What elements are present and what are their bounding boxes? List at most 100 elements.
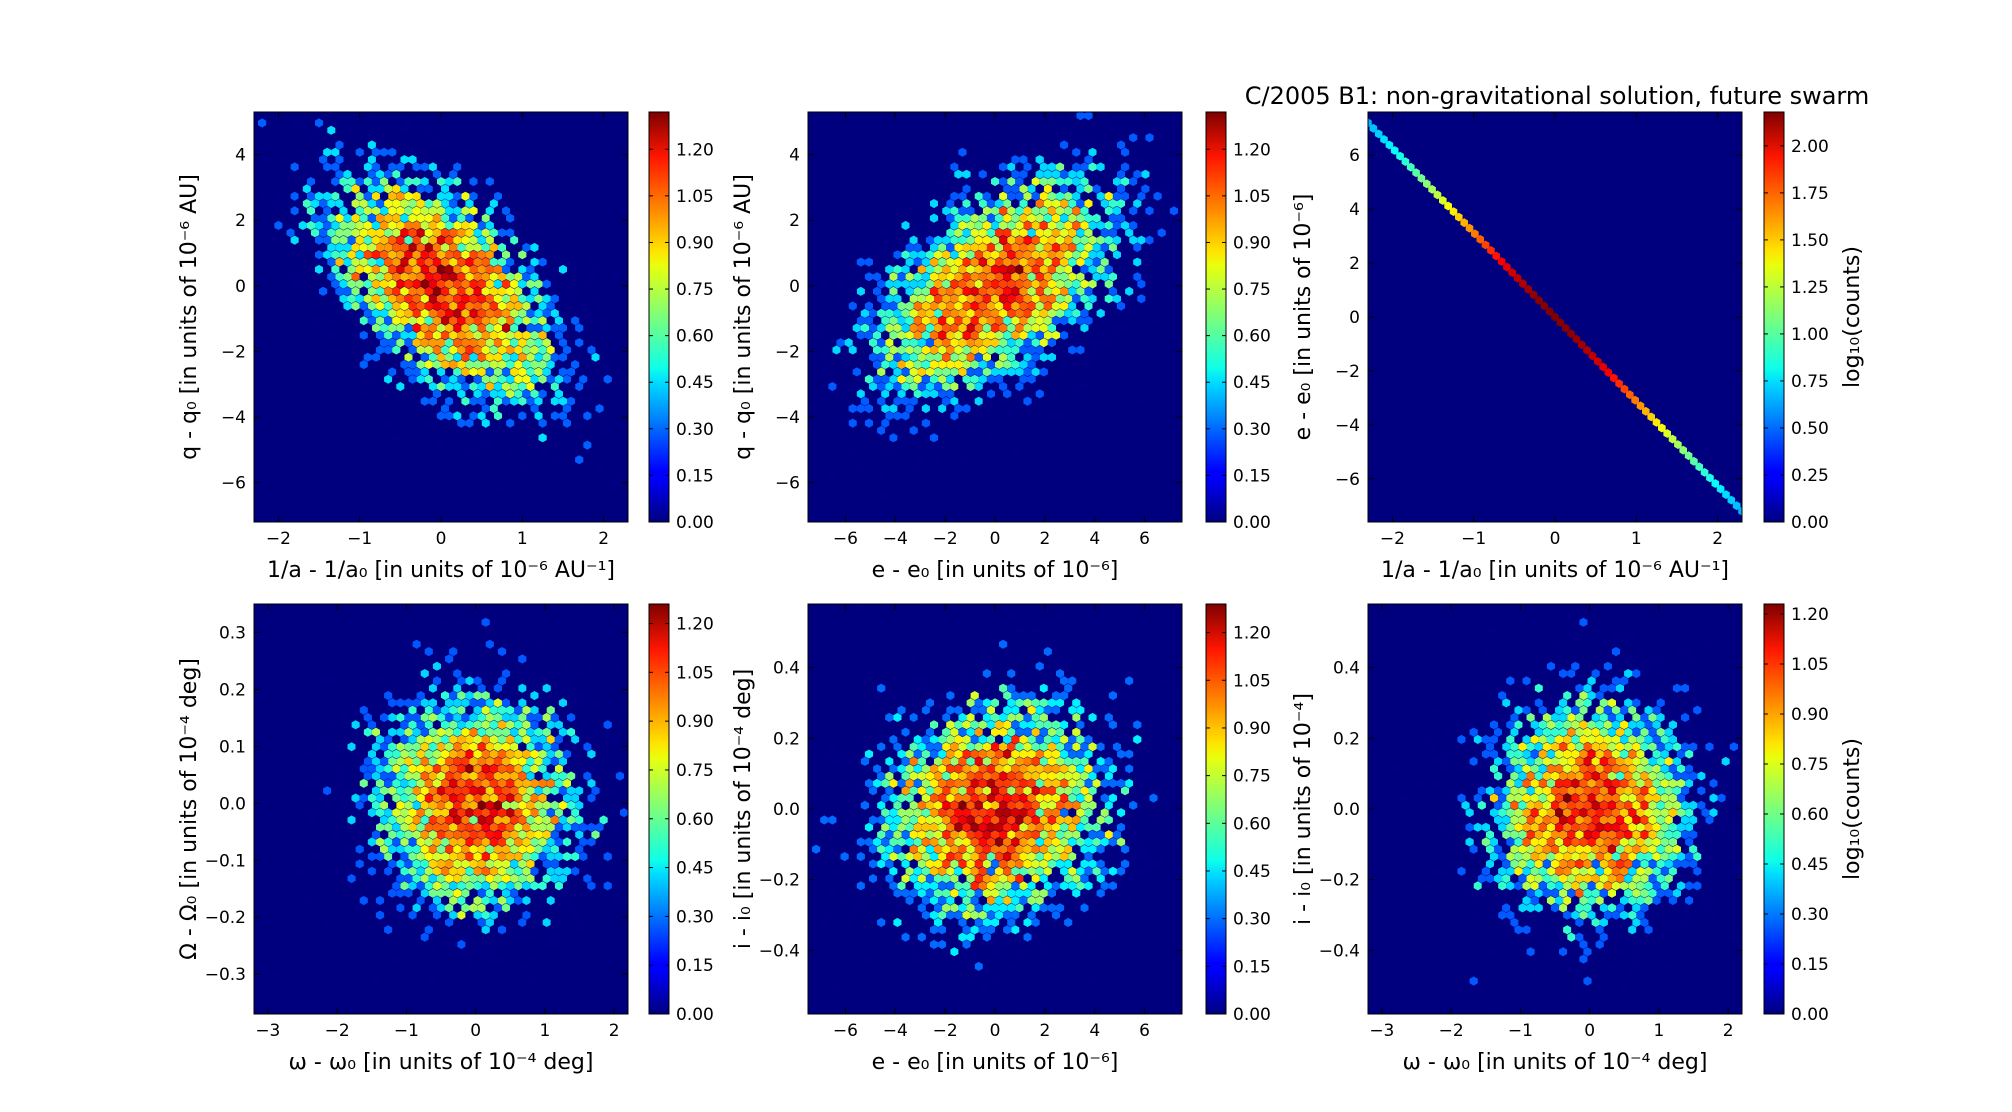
hexbin-cell xyxy=(1064,859,1073,869)
hexbin-cell xyxy=(384,272,393,282)
hexbin-cell xyxy=(1011,910,1020,920)
hexbin-cell xyxy=(1031,191,1040,201)
hexbin-cell xyxy=(1157,676,1166,686)
hexbin-cell xyxy=(489,720,498,730)
hexbin-cell xyxy=(518,903,527,913)
hexbin-cell xyxy=(995,228,1004,238)
hexbin-cell xyxy=(530,734,539,744)
hexbin-cell xyxy=(302,184,311,194)
hexbin-cell xyxy=(319,169,328,179)
hexbin-cell xyxy=(970,330,979,340)
hexbin-cell xyxy=(917,874,926,884)
hexbin-cell xyxy=(530,778,539,788)
hexbin-cell xyxy=(457,808,466,818)
hexbin-cell xyxy=(909,771,918,781)
hexbin-cell xyxy=(1591,800,1600,810)
hexbin-cell xyxy=(999,279,1008,289)
hexbin-cell xyxy=(375,778,385,788)
hexbin-cell xyxy=(946,764,955,774)
hexbin-cell xyxy=(579,822,588,832)
hexbin-cell xyxy=(800,375,808,384)
hexbin-cell xyxy=(966,727,975,737)
hexbin-cell xyxy=(978,866,987,876)
hexbin-cell xyxy=(562,896,572,906)
hexbin-cell xyxy=(371,323,380,333)
hexbin-cell xyxy=(274,191,283,201)
hexbin-cell xyxy=(1579,749,1588,759)
x-axis-label: 1/a - 1/a₀ [in units of 10⁻⁶ AU⁻¹] xyxy=(267,558,615,583)
hexbin-cell xyxy=(449,169,458,179)
hexbin-cell xyxy=(1039,279,1048,289)
hexbin-cell xyxy=(934,396,943,406)
hexbin-cell xyxy=(546,720,555,730)
hexbin-cell xyxy=(1145,859,1154,869)
hexbin-cell xyxy=(465,272,474,282)
hexbin-cell xyxy=(1039,639,1048,649)
hexbin-cell xyxy=(1056,654,1065,664)
hexbin-cell xyxy=(392,330,401,340)
hexbin-cell xyxy=(461,279,470,289)
hexbin-cell xyxy=(1121,235,1130,245)
hexbin-cell xyxy=(921,720,930,730)
hexbin-cell xyxy=(1068,866,1077,876)
hexbin-cell xyxy=(1137,844,1146,854)
hexbin-cell xyxy=(1153,220,1162,230)
hexbin-cell xyxy=(396,800,405,810)
hexbin-cell xyxy=(319,734,328,744)
hexbin-cell xyxy=(380,874,389,884)
hexbin-cell xyxy=(493,352,502,362)
hexbin-cell xyxy=(1129,874,1138,884)
hexbin-cell xyxy=(396,162,405,172)
hexbin-cell xyxy=(380,308,389,318)
hexbin-cell xyxy=(400,852,409,862)
hexbin-cell xyxy=(530,910,539,920)
hexbin-cell xyxy=(893,323,902,333)
hexbin-cell xyxy=(1019,896,1028,906)
hexbin-cell xyxy=(925,308,934,318)
hexbin-cell xyxy=(481,661,490,671)
hexbin-cell xyxy=(1056,191,1065,201)
hexbin-cell xyxy=(469,903,478,913)
hexbin-cell xyxy=(974,235,983,245)
hexbin-cell xyxy=(461,191,470,201)
x-tick-label: −2 xyxy=(325,1021,350,1041)
hexbin-cell xyxy=(999,367,1008,377)
hexbin-cell xyxy=(457,705,466,715)
hexbin-cell xyxy=(546,939,555,949)
hexbin-cell xyxy=(1031,235,1040,245)
hexbin-cell xyxy=(347,250,356,260)
hexbin-cell xyxy=(530,822,539,832)
hexbin-cell xyxy=(1583,742,1592,752)
hexbin-cell xyxy=(449,272,458,282)
hexbin-cell xyxy=(934,250,943,260)
hexbin-cell xyxy=(558,367,567,377)
hexbin-cell xyxy=(428,947,437,957)
hexbin-cell xyxy=(518,917,527,927)
hexbin-cell xyxy=(913,345,922,355)
hexbin-cell xyxy=(1031,727,1040,737)
hexbin-cell xyxy=(400,257,409,267)
hexbin-cell xyxy=(921,896,930,906)
hexbin-cell xyxy=(412,727,421,737)
hexbin-cell xyxy=(424,155,433,165)
hexbin-cell xyxy=(856,881,865,891)
hexbin-cell xyxy=(1092,793,1101,803)
colorbar-tick-label: 0.00 xyxy=(676,1005,714,1025)
hexbin-cell xyxy=(469,308,478,318)
hexbin-cell xyxy=(550,917,559,927)
hexbin-cell xyxy=(327,676,336,686)
hexbin-cell xyxy=(530,301,539,311)
hexbin-cell xyxy=(1080,133,1089,143)
hexbin-cell xyxy=(950,756,959,766)
hexbin-cell xyxy=(343,822,352,832)
hexbin-cell xyxy=(351,286,360,296)
hexbin-cell xyxy=(392,881,401,891)
hexbin-cell xyxy=(1011,852,1020,862)
hexbin-cell xyxy=(946,374,955,384)
hexbin-cell xyxy=(485,411,494,421)
hexbin-cell xyxy=(514,852,523,862)
hexbin-cell xyxy=(1648,888,1657,898)
hexbin-cell xyxy=(518,352,527,362)
hexbin-cell xyxy=(942,294,951,304)
hexbin-cell xyxy=(1502,742,1511,752)
